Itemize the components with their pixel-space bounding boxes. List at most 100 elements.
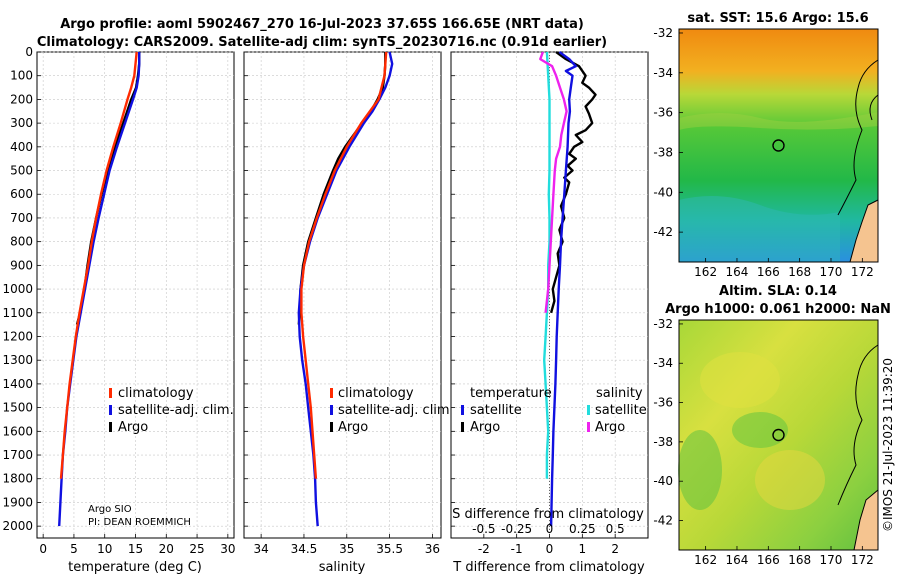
legend-swatch-satellite (330, 405, 333, 415)
sst-map-title: sat. SST: 15.6 Argo: 15.6 (687, 11, 868, 26)
salinity-tick-labels: 34 34.5 35 35.5 36 (253, 542, 440, 556)
x-tick-label: -1 (511, 542, 523, 556)
sla-high-patch (700, 352, 780, 408)
sla-map-title-line1: Altim. SLA: 0.14 (719, 284, 837, 299)
temperature-panel: 0100200300400500600700800900100011001200… (2, 45, 235, 575)
depth-tick-label: 1400 (2, 377, 33, 391)
legend-label-t-satellite: satellite (470, 403, 522, 418)
series-line-t-argo (549, 51, 597, 314)
lat-tick-label: -36 (653, 106, 673, 120)
x-tick-label: 34 (253, 542, 268, 556)
lon-tick-label: 168 (788, 553, 811, 567)
legend-label-argo: Argo (338, 420, 368, 435)
legend-swatch-argo (330, 422, 333, 432)
depth-tick-label: 1600 (2, 424, 33, 438)
sla-lat-tick-labels: -32 -34 -36 -38 -40 -42 (653, 317, 683, 528)
temperature-legend: climatology satellite-adj. clim. Argo (109, 386, 234, 435)
imos-credit: ©IMOS 21-Jul-2023 11:39:20 (881, 358, 895, 532)
depth-tick-label: 400 (10, 140, 33, 154)
x-tick-label: -2 (478, 542, 490, 556)
series-line-s-satellite (543, 51, 551, 479)
depth-tick-label: 2000 (2, 519, 33, 533)
lon-tick-label: 164 (726, 553, 749, 567)
x-tick-label: 15 (128, 542, 143, 556)
sst-map-frame (678, 28, 879, 263)
sla-high-patch (755, 450, 825, 510)
difference-panel: -2 -1 0 1 2 S difference from climatology -0… (450, 51, 649, 575)
s-diff-tick-label: 0.25 (569, 522, 596, 536)
depth-tick-label: 1300 (2, 353, 33, 367)
x-tick-label: 2 (611, 542, 619, 556)
depth-tick-label: 1000 (2, 282, 33, 296)
x-tick-label: 25 (189, 542, 204, 556)
depth-tick-label: 1500 (2, 401, 33, 415)
credit-pi: PI: DEAN ROEMMICH (88, 517, 191, 528)
difference-tick-labels: -2 -1 0 1 2 (478, 542, 619, 556)
s-diff-tick-label: 0 (546, 522, 554, 536)
temperature-tick-labels: 0 5 10 15 20 25 30 (39, 542, 235, 556)
lat-tick-label: -38 (653, 145, 673, 159)
lat-tick-label: -40 (653, 474, 673, 488)
legend-label-satellite: satellite-adj. clim. (118, 403, 234, 418)
sla-map-frame (678, 319, 879, 551)
salinity-legend: climatology satellite-adj. clim. Argo (330, 386, 454, 435)
series-line-climatology (300, 51, 388, 479)
lon-tick-label: 162 (694, 553, 717, 567)
salinity-axes-box (243, 51, 442, 539)
salinity-panel: 34 34.5 35 35.5 36 salinity climatology sate… (243, 51, 454, 575)
series-line-climatology (59, 51, 138, 479)
lon-tick-label: 164 (726, 265, 749, 279)
difference-legend: temperature satellite Argo salinity sate… (461, 386, 647, 435)
depth-tick-label: 1200 (2, 329, 33, 343)
legend-swatch-satellite (109, 405, 112, 415)
sla-map-title-line2: Argo h1000: 0.061 h2000: NaN (665, 302, 891, 317)
s-diff-tick-label: -0.5 (472, 522, 495, 536)
temperature-xlabel: temperature (deg C) (68, 560, 202, 575)
lon-tick-label: 170 (820, 265, 843, 279)
lat-tick-label: -40 (653, 185, 673, 199)
x-tick-label: 34.5 (291, 542, 318, 556)
series-line-s-argo (539, 51, 568, 313)
legend-swatch-t-argo (461, 422, 464, 432)
argo-position-marker (772, 428, 785, 442)
lat-tick-label: -42 (653, 225, 673, 239)
lat-tick-label: -38 (653, 435, 673, 449)
x-tick-label: 5 (70, 542, 78, 556)
sla-lon-tick-labels: 162 164 166 168 170 172 (694, 546, 874, 567)
sla-map-panel: Altim. SLA: 0.14 Argo h1000: 0.061 h2000… (653, 284, 890, 567)
depth-tick-label: 1700 (2, 448, 33, 462)
sst-coastline (837, 59, 879, 216)
lon-tick-label: 166 (757, 265, 780, 279)
x-tick-label: 0 (546, 542, 554, 556)
sla-coastline (837, 344, 879, 506)
lon-tick-label: 172 (851, 265, 874, 279)
sst-lat-tick-labels: -32 -34 -36 -38 -40 -42 (653, 26, 683, 239)
depth-tick-label: 1800 (2, 472, 33, 486)
credit-argo: Argo SIO (88, 504, 132, 515)
x-tick-label: 10 (97, 542, 112, 556)
depth-tick-label: 0 (25, 45, 33, 59)
sla-field (679, 320, 878, 550)
lon-tick-label: 172 (851, 553, 874, 567)
sst-map-panel: sat. SST: 15.6 Argo: 15.6 162 164 166 168 17… (653, 11, 879, 279)
difference-lines (539, 51, 597, 527)
x-tick-label: 35.5 (376, 542, 403, 556)
sst-cool-patch (679, 196, 840, 262)
depth-tick-label: 600 (10, 187, 33, 201)
argo-position-marker (772, 139, 785, 152)
argo-position-circle (772, 139, 785, 152)
depth-tick-label: 200 (10, 92, 33, 106)
lat-tick-label: -32 (653, 26, 673, 40)
sla-low-patch (678, 430, 722, 510)
x-tick-label: 20 (159, 542, 174, 556)
salinity-grid (244, 51, 441, 538)
difference-grid (451, 51, 648, 538)
temperature-lines (58, 51, 141, 527)
sst-warm-band (679, 112, 878, 130)
legend-title-salinity: salinity (596, 386, 643, 401)
figure-title-line1: Argo profile: aoml 5902467_270 16-Jul-20… (60, 17, 584, 32)
legend-swatch-s-argo (587, 422, 590, 432)
legend-label-climatology: climatology (118, 386, 194, 401)
lat-tick-label: -34 (653, 356, 673, 370)
